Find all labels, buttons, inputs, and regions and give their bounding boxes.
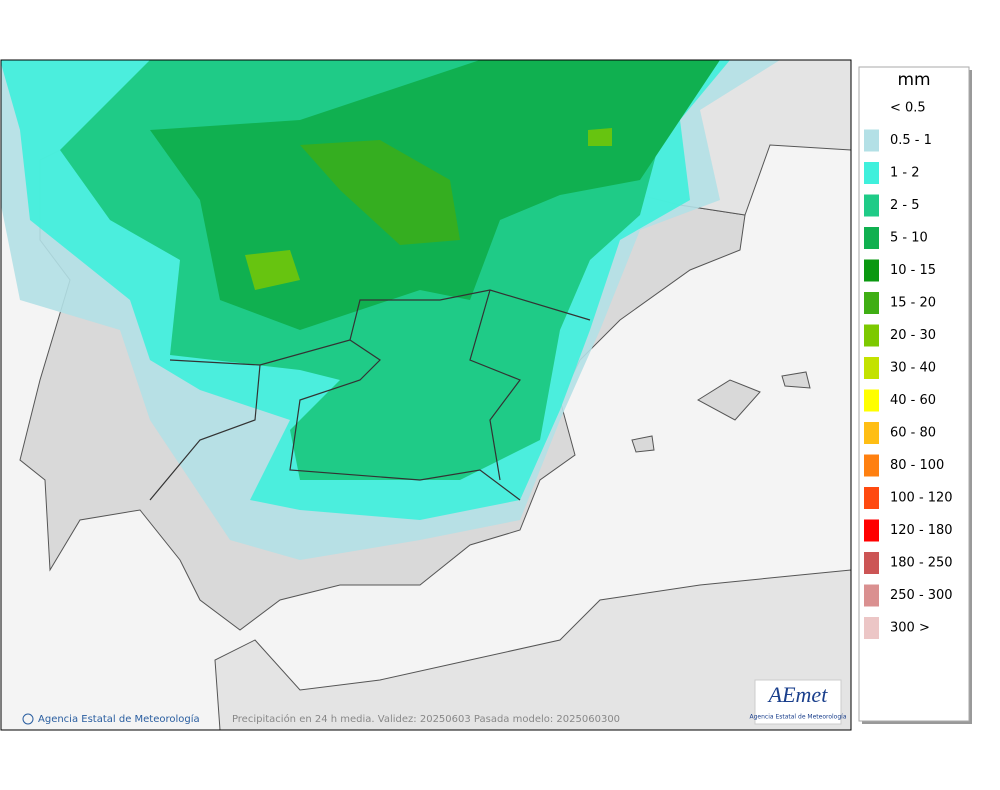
legend-swatch <box>864 389 879 412</box>
land <box>631 435 655 453</box>
legend-label: 30 - 40 <box>890 361 936 376</box>
map <box>1 60 851 730</box>
legend-swatch <box>864 422 879 444</box>
legend-label: 180 - 250 <box>890 556 953 571</box>
legend-label: 2 - 5 <box>890 198 920 213</box>
logo: AEmet <box>767 682 829 707</box>
legend-swatch <box>864 194 879 217</box>
legend-swatch <box>864 129 879 152</box>
legend-label: 0.5 - 1 <box>890 133 932 148</box>
land <box>781 371 811 389</box>
legend-label: 20 - 30 <box>890 328 936 343</box>
legend-swatch <box>864 584 879 607</box>
legend-swatch <box>864 454 879 477</box>
legend-swatch <box>864 292 879 314</box>
legend-label: 250 - 300 <box>890 588 953 603</box>
legend-items: < 0.5 0.5 - 1 1 - 2 2 - 5 5 - 10 10 - 15 15 - … <box>864 101 953 639</box>
caption: Precipitación en 24 h media. Validez: 20… <box>232 713 620 725</box>
border <box>149 289 591 501</box>
precip-10-15 <box>300 140 460 245</box>
legend-title: mm <box>897 70 930 90</box>
legend-swatch <box>864 324 879 347</box>
legend-label: 80 - 100 <box>890 458 944 473</box>
legend-swatch <box>864 617 879 639</box>
map-frame <box>0 59 852 731</box>
legend-label: 100 - 120 <box>890 491 953 506</box>
land <box>697 379 761 421</box>
copyright-icon <box>22 713 34 725</box>
legend-swatch <box>864 357 879 379</box>
precip-20-30 <box>245 250 300 290</box>
legend-swatch <box>864 552 879 574</box>
legend-label: 120 - 180 <box>890 523 953 538</box>
legend-label: 60 - 80 <box>890 426 936 441</box>
legend-label: 15 - 20 <box>890 296 936 311</box>
logo-box <box>754 679 842 725</box>
logo-subtitle: Agencia Estatal de Meteorología <box>750 714 847 721</box>
credit: Agencia Estatal de Meteorología <box>38 713 200 725</box>
land <box>214 569 851 730</box>
legend-swatch <box>864 162 879 184</box>
legend-label: 5 - 10 <box>890 231 928 246</box>
legend-swatch <box>864 519 879 542</box>
precip-20-30 <box>588 128 612 146</box>
legend-label: 10 - 15 <box>890 263 936 278</box>
legend-label: 300 > <box>890 621 930 636</box>
legend-swatch <box>864 487 879 509</box>
legend-swatch <box>864 259 879 282</box>
legend-label: 40 - 60 <box>890 393 936 408</box>
legend-label: < 0.5 <box>890 101 926 116</box>
legend-swatch <box>864 227 879 249</box>
legend-label: 1 - 2 <box>890 166 920 181</box>
